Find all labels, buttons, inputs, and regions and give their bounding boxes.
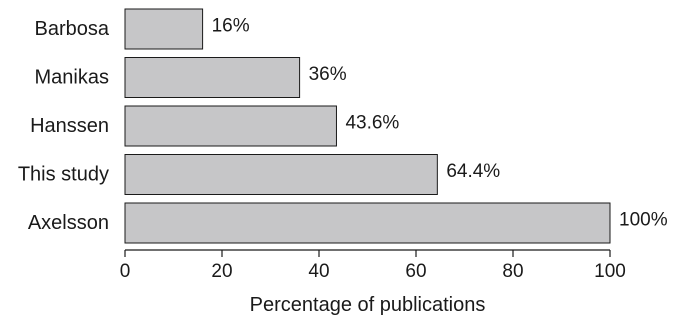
- category-label: This study: [18, 164, 109, 186]
- value-label: 16%: [212, 16, 250, 37]
- x-tick-label: 40: [308, 261, 329, 282]
- x-axis-title: Percentage of publications: [250, 294, 486, 316]
- x-tick-label: 20: [211, 261, 232, 282]
- value-label: 64.4%: [446, 161, 500, 182]
- bars-group: [124, 8, 611, 244]
- category-label: Axelsson: [28, 212, 109, 234]
- value-labels-group: 16% 36% 43.6% 64.4% 100%: [212, 16, 668, 231]
- x-tick-label: 100: [594, 261, 626, 282]
- category-label: Hanssen: [30, 115, 109, 137]
- bar: [124, 202, 611, 244]
- category-label: Manikas: [35, 67, 109, 89]
- x-axis: 0 20 40 60 80 100: [120, 249, 626, 282]
- value-label: 36%: [309, 64, 347, 85]
- value-label: 43.6%: [345, 113, 399, 134]
- bar: [124, 57, 301, 98]
- value-label: 100%: [619, 210, 668, 231]
- x-tick-label: 80: [502, 261, 523, 282]
- bar: [124, 105, 337, 147]
- bar: [124, 8, 204, 50]
- category-label: Barbosa: [35, 18, 110, 40]
- x-tick-label: 0: [120, 261, 131, 282]
- x-tick-label: 60: [405, 261, 426, 282]
- category-labels-group: Barbosa Manikas Hanssen This study Axelsson: [18, 18, 110, 234]
- bar: [124, 154, 438, 195]
